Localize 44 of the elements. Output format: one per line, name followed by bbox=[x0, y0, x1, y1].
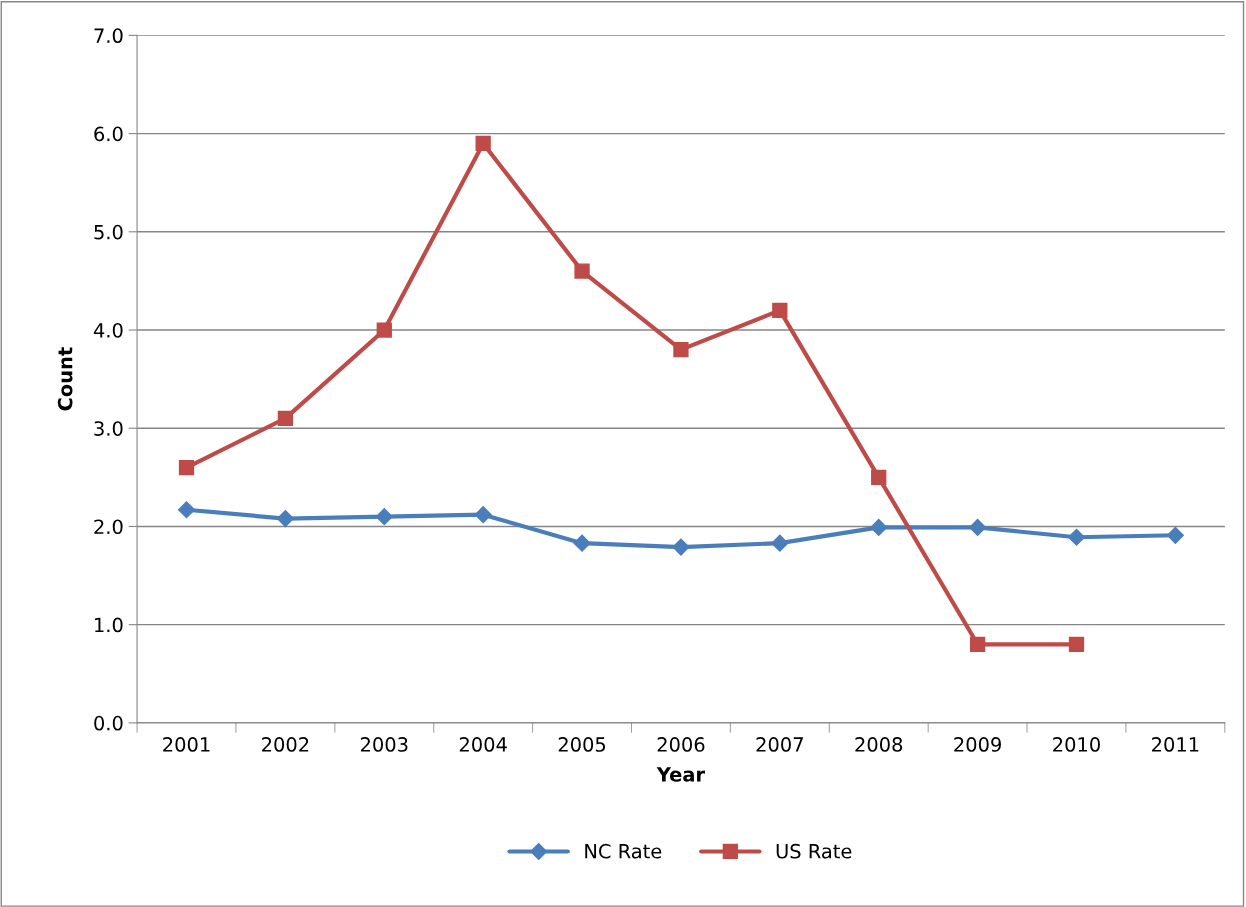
y-tick-label: 1.0 bbox=[95, 617, 123, 633]
point bbox=[772, 302, 788, 319]
x-tick-label: 2003 bbox=[360, 737, 408, 752]
x-tick-label: 2001 bbox=[163, 737, 210, 752]
point bbox=[771, 534, 789, 552]
point bbox=[376, 322, 392, 338]
x-axis-title: Year bbox=[656, 767, 705, 782]
x-tick-label: 2005 bbox=[558, 737, 606, 752]
point bbox=[969, 636, 986, 652]
point bbox=[1068, 636, 1085, 652]
x-tick-label: 2006 bbox=[657, 737, 705, 752]
legend-label: US Rate bbox=[776, 843, 852, 859]
point bbox=[673, 342, 689, 358]
point bbox=[177, 501, 196, 519]
point bbox=[277, 410, 294, 427]
y-tick-label: 5.0 bbox=[94, 224, 123, 240]
point bbox=[969, 518, 987, 536]
point bbox=[475, 135, 491, 152]
x-tick-label: 2004 bbox=[459, 737, 507, 752]
y-tick-label: 0.0 bbox=[94, 715, 123, 731]
point bbox=[574, 263, 590, 279]
point bbox=[178, 459, 195, 476]
point bbox=[474, 506, 492, 524]
y-axis-title: Count bbox=[57, 347, 73, 411]
point bbox=[1067, 528, 1086, 546]
point bbox=[871, 469, 887, 485]
y-tick-label: 3.0 bbox=[94, 421, 123, 436]
x-tick-label: 2002 bbox=[262, 737, 309, 752]
x-tick-label: 2007 bbox=[756, 737, 803, 752]
point bbox=[1166, 526, 1184, 544]
point bbox=[573, 534, 591, 552]
y-tick-label: 4.0 bbox=[93, 322, 123, 338]
y-tick-label: 7.0 bbox=[94, 28, 123, 44]
point bbox=[870, 518, 888, 536]
point bbox=[672, 538, 690, 556]
x-tick-label: 2011 bbox=[1152, 737, 1199, 752]
x-tick-label: 2009 bbox=[954, 737, 1001, 752]
legend-label: NC Rate bbox=[585, 843, 662, 859]
y-tick-label: 6.0 bbox=[94, 126, 123, 142]
x-tick-label: 2010 bbox=[1053, 737, 1100, 752]
point bbox=[375, 508, 393, 526]
x-tick-label: 2008 bbox=[855, 737, 903, 752]
y-tick-label: 2.0 bbox=[94, 519, 123, 535]
point bbox=[276, 510, 294, 528]
